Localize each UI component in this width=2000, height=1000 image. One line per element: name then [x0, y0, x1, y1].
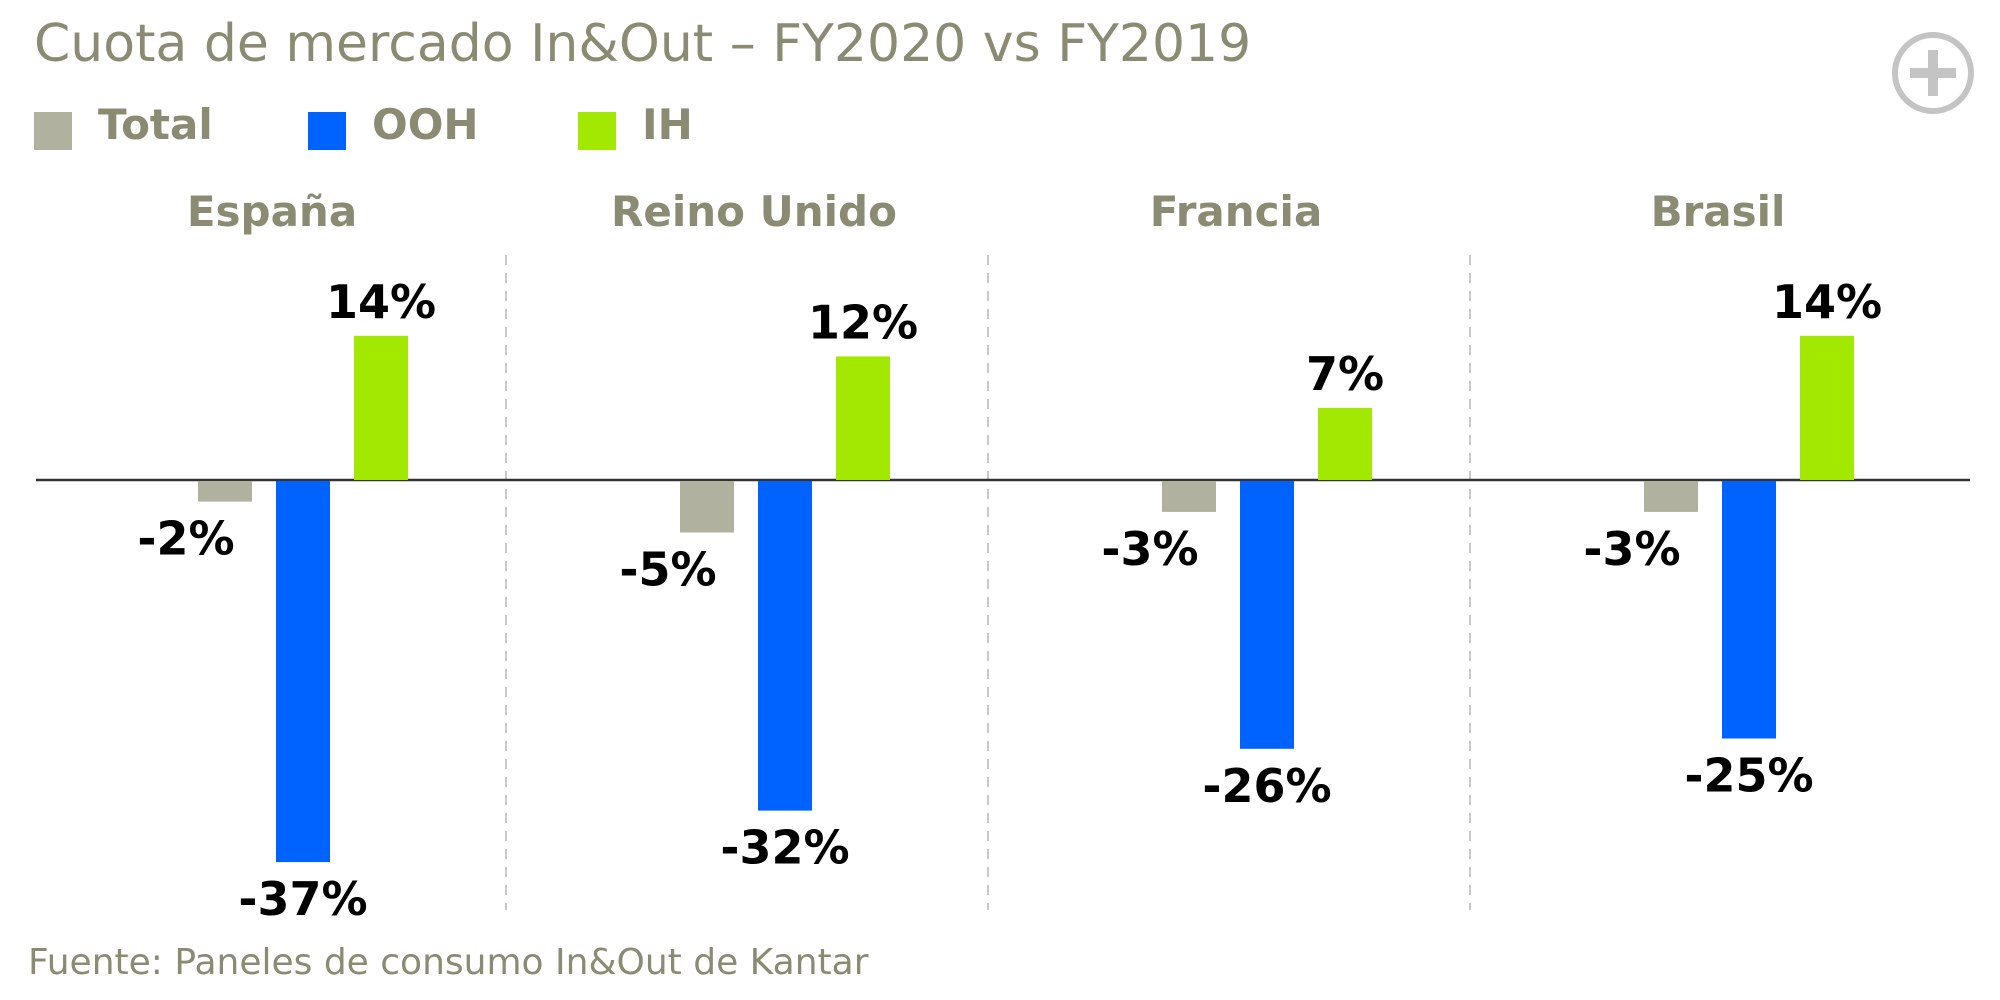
data-label: -3% [1101, 522, 1198, 576]
category-label: España [187, 187, 357, 236]
chart-title: Cuota de mercado In&Out – FY2020 vs FY20… [34, 14, 1252, 74]
bar-ih [1800, 335, 1854, 480]
source-note: Fuente: Paneles de consumo In&Out de Kan… [28, 942, 869, 983]
data-label: -25% [1684, 749, 1813, 803]
data-label: 14% [326, 275, 436, 329]
legend-label-total: Total [98, 100, 213, 149]
bar-ooh [758, 481, 812, 811]
legend-label-ih: IH [642, 100, 693, 149]
bar-ih [836, 356, 890, 480]
bar-total [198, 481, 252, 502]
bar-total [1644, 481, 1698, 512]
data-label: 12% [808, 295, 918, 349]
data-label: -5% [619, 543, 716, 597]
data-label: 7% [1306, 347, 1384, 401]
legend-swatch-ooh [308, 112, 346, 150]
bar-total [1162, 481, 1216, 512]
legend-label-ooh: OOH [372, 100, 479, 149]
category-label: Brasil [1651, 187, 1786, 236]
data-label: -3% [1583, 522, 1680, 576]
bar-ooh [276, 481, 330, 863]
plus-circle-icon[interactable] [1890, 30, 1976, 116]
bar-total [680, 481, 734, 533]
data-label: -32% [720, 821, 849, 875]
bar-ih [354, 335, 408, 480]
data-label: -26% [1202, 759, 1331, 813]
data-label: 14% [1772, 275, 1882, 329]
legend-swatch-ih [578, 112, 616, 150]
category-label: Francia [1150, 187, 1323, 236]
data-label: -2% [137, 512, 234, 566]
bar-ih [1318, 407, 1372, 480]
data-label: -37% [238, 872, 367, 926]
category-label: Reino Unido [611, 187, 897, 236]
legend-swatch-total [34, 112, 72, 150]
bar-ooh [1722, 481, 1776, 739]
bar-ooh [1240, 481, 1294, 749]
